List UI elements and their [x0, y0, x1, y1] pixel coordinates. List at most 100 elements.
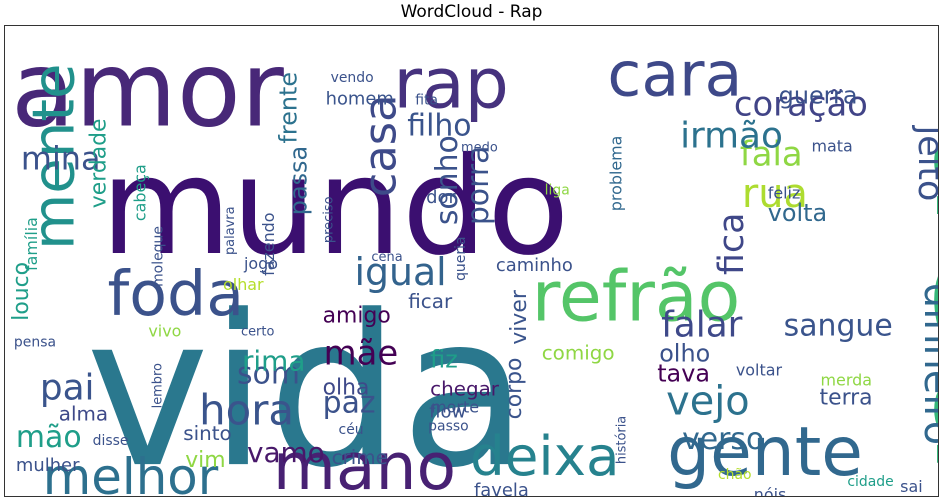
word-mano: mano	[273, 430, 456, 496]
word-vejo: vejo	[666, 378, 750, 424]
word-sonho: sonho	[430, 135, 465, 225]
word-fita: fita	[415, 93, 438, 109]
word-mundo: mundo	[101, 128, 570, 285]
word-cara: cara	[607, 39, 742, 111]
word-mata: mata	[812, 136, 853, 155]
word-volta: volta	[768, 199, 827, 227]
word-mãe: mãe	[324, 334, 399, 373]
word-mão: mão	[16, 420, 82, 455]
word-flow: flow	[429, 401, 466, 422]
word-morte: morte	[431, 397, 479, 416]
word-frente: frente	[275, 72, 303, 144]
word-amor: amor	[11, 29, 284, 151]
word-fica: fica	[712, 212, 752, 274]
word-mente: mente	[20, 63, 88, 250]
word-som: som	[237, 356, 300, 391]
word-lembro: lembro	[150, 363, 165, 408]
word-olho: olho	[659, 340, 710, 368]
word-filho: filho	[407, 109, 471, 144]
word-fazendo: fazendo	[259, 212, 278, 275]
word-pensa: pensa	[14, 335, 56, 351]
word-rima: rima	[242, 345, 305, 378]
word-cidade: cidade	[847, 474, 893, 490]
word-viver: viver	[507, 290, 532, 344]
word-melhor: melhor	[43, 448, 219, 496]
word-coração: coração	[734, 85, 868, 124]
word-pai: pai	[40, 367, 95, 408]
word-comigo: comigo	[542, 342, 615, 365]
word-louco: louco	[9, 262, 34, 321]
word-cabeça: cabeça	[130, 164, 149, 221]
word-dor: dor	[426, 187, 456, 208]
word-passo: passo	[428, 418, 468, 434]
word-medo: medo	[461, 140, 498, 155]
word-chegar: chegar	[430, 377, 500, 400]
word-liga: liga	[545, 182, 570, 198]
word-sangue: sangue	[784, 309, 893, 344]
word-gente: gente	[667, 412, 863, 491]
word-voltar: voltar	[736, 361, 783, 380]
word-vendo: vendo	[331, 70, 374, 86]
word-sai: sai	[900, 477, 922, 496]
word-história: história	[614, 416, 629, 464]
word-rua: rua	[742, 171, 808, 217]
word-tava: tava	[657, 359, 710, 387]
word-vida: vida	[86, 271, 529, 496]
word-deixa: deixa	[470, 424, 620, 488]
word-alma: alma	[59, 402, 108, 425]
word-igual: igual	[354, 250, 446, 294]
word-olha: olha	[323, 375, 370, 400]
word-chão: chão	[718, 467, 752, 483]
word-olhar: olhar	[223, 275, 264, 294]
word-vim: vim	[185, 448, 225, 473]
word-casa: casa	[353, 94, 406, 197]
word-palavra: palavra	[223, 206, 238, 255]
word-disse: disse	[93, 433, 129, 449]
word-cena: cena	[371, 250, 402, 265]
word-dinheiro: dinheiro	[915, 283, 938, 445]
word-mina: mina	[21, 139, 101, 177]
word-mulher: mulher	[16, 455, 80, 476]
word-guerra: guerra	[779, 82, 858, 110]
word-corpo: corpo	[502, 358, 527, 420]
word-paz: paz	[323, 385, 376, 420]
word-sinto: sinto	[183, 422, 232, 445]
word-rap: rap	[393, 44, 509, 125]
word-passa: passa	[285, 146, 313, 215]
word-vivo: vivo	[148, 322, 181, 341]
word-refrão: refrão	[532, 257, 741, 338]
word-favela: favela	[474, 480, 529, 496]
word-porra: porra	[461, 146, 496, 226]
wordcloud-frame: vida mundo deu amor gente cara rap refrão mente m…	[4, 25, 939, 497]
word-ficar: ficar	[408, 290, 453, 313]
word-verdade: verdade	[87, 119, 112, 209]
word-certo: certo	[241, 325, 274, 340]
word-céu: céu	[339, 422, 364, 438]
word-problema: problema	[606, 136, 625, 212]
word-vamo: vamo	[247, 436, 325, 469]
word-caminho: caminho	[496, 255, 573, 276]
word-crime: crime	[332, 446, 388, 469]
word-terra: terra	[820, 385, 873, 410]
word-irmão: irmão	[680, 115, 783, 156]
chart-title: WordCloud - Rap	[400, 2, 543, 22]
word-família: família	[22, 217, 41, 271]
word-nóis: nóis	[754, 485, 787, 496]
word-falar: falar	[661, 305, 742, 346]
word-feliz: feliz	[768, 183, 801, 202]
word-merda: merda	[821, 370, 872, 389]
word-moleque: moleque	[150, 226, 166, 287]
word-hora: hora	[199, 385, 294, 434]
word-foda: foda	[108, 258, 245, 330]
word-amigo: amigo	[323, 304, 391, 329]
word-fala: fala	[740, 134, 803, 173]
word-verso: verso	[682, 422, 764, 457]
word-fiz: fiz	[430, 346, 458, 374]
word-homem: homem	[326, 89, 394, 110]
word-queria: queria	[453, 237, 469, 281]
word-jogo: jogo	[243, 254, 278, 273]
word-deu: deu	[890, 106, 938, 481]
word-preciso: preciso	[322, 196, 337, 243]
word-jeito: jeito	[910, 125, 938, 202]
